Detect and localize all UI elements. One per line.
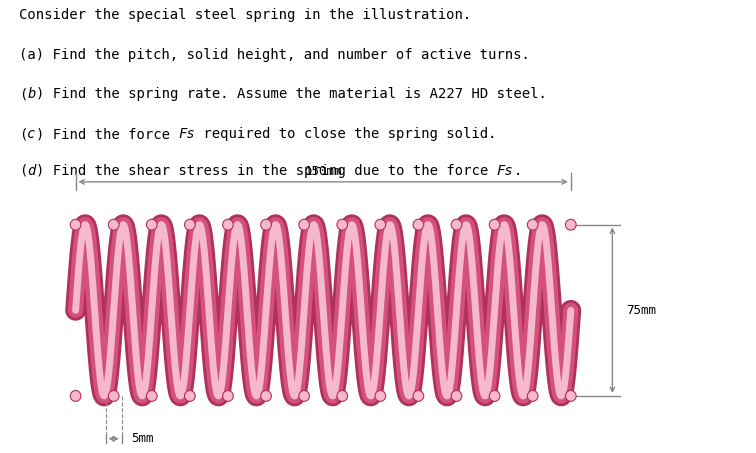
Text: Fs: Fs <box>178 127 195 141</box>
Text: (: ( <box>19 164 27 178</box>
Text: Consider the special steel spring in the illustration.: Consider the special steel spring in the… <box>19 8 471 22</box>
Text: c: c <box>27 127 36 141</box>
Ellipse shape <box>337 219 348 230</box>
Text: (: ( <box>19 127 27 141</box>
Ellipse shape <box>375 390 386 401</box>
Ellipse shape <box>565 390 576 401</box>
Ellipse shape <box>184 390 195 401</box>
Ellipse shape <box>184 219 195 230</box>
Ellipse shape <box>70 390 81 401</box>
Text: (a) Find the pitch, solid height, and number of active turns.: (a) Find the pitch, solid height, and nu… <box>19 48 530 62</box>
Text: required to close the spring solid.: required to close the spring solid. <box>195 127 497 141</box>
Text: 75mm: 75mm <box>626 304 656 317</box>
Ellipse shape <box>261 390 271 401</box>
Ellipse shape <box>451 219 462 230</box>
Ellipse shape <box>261 219 271 230</box>
Text: ) Find the spring rate. Assume the material is A227 HD steel.: ) Find the spring rate. Assume the mater… <box>36 87 547 101</box>
Ellipse shape <box>108 219 119 230</box>
Text: 150mm: 150mm <box>305 164 342 178</box>
Ellipse shape <box>337 390 348 401</box>
Text: (: ( <box>19 87 27 101</box>
Ellipse shape <box>375 219 386 230</box>
Ellipse shape <box>489 390 500 401</box>
Ellipse shape <box>413 219 424 230</box>
Ellipse shape <box>528 390 538 401</box>
Text: ) Find the shear stress in the spring due to the force: ) Find the shear stress in the spring du… <box>36 164 496 178</box>
Ellipse shape <box>147 390 157 401</box>
Ellipse shape <box>147 219 157 230</box>
Text: 5mm: 5mm <box>131 432 153 445</box>
Text: Fs: Fs <box>497 164 513 178</box>
Ellipse shape <box>451 390 462 401</box>
Ellipse shape <box>222 390 234 401</box>
Text: .: . <box>513 164 522 178</box>
Ellipse shape <box>528 219 538 230</box>
Text: d: d <box>27 164 36 178</box>
Text: ) Find the force: ) Find the force <box>36 127 178 141</box>
Ellipse shape <box>70 219 81 230</box>
Ellipse shape <box>413 390 424 401</box>
Ellipse shape <box>222 219 234 230</box>
Ellipse shape <box>108 390 119 401</box>
Ellipse shape <box>565 219 576 230</box>
Text: b: b <box>27 87 36 101</box>
Ellipse shape <box>299 219 309 230</box>
Ellipse shape <box>299 390 309 401</box>
Ellipse shape <box>489 219 500 230</box>
